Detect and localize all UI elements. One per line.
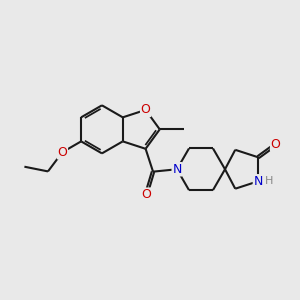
Text: H: H	[265, 176, 273, 186]
Text: N: N	[254, 175, 263, 188]
Text: N: N	[172, 163, 182, 176]
Text: O: O	[141, 103, 151, 116]
Text: O: O	[58, 146, 67, 159]
Text: O: O	[271, 138, 281, 151]
Text: O: O	[141, 188, 151, 201]
